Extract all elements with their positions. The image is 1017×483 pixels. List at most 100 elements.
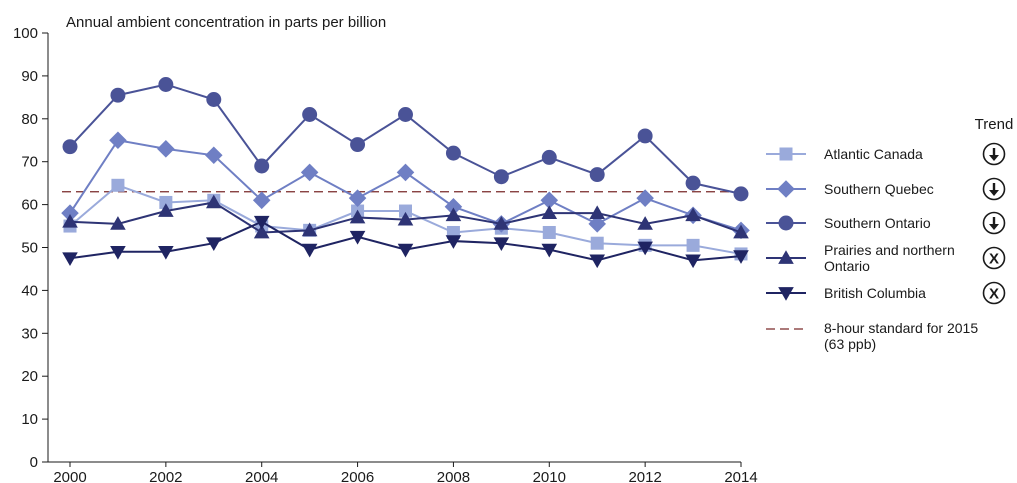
data-point xyxy=(637,216,653,230)
data-point xyxy=(733,250,749,264)
y-tick-label: 80 xyxy=(21,111,38,128)
data-point xyxy=(541,243,558,258)
y-tick-label: 70 xyxy=(21,154,38,171)
data-point xyxy=(301,243,318,258)
data-point xyxy=(206,92,222,107)
x-ticks: 2000 2002 2004 2006 2008 2010 2012 2014 xyxy=(53,462,758,483)
data-point xyxy=(62,252,78,267)
legend-label: Southern Quebec xyxy=(824,181,934,197)
data-point xyxy=(637,241,653,256)
x-tick-label: 2008 xyxy=(437,469,470,483)
x-tick-label: 2006 xyxy=(341,469,374,483)
data-point xyxy=(158,245,174,260)
data-point xyxy=(685,254,701,269)
data-point xyxy=(686,238,700,252)
legend-label: Ontario xyxy=(824,258,870,274)
data-point xyxy=(62,213,78,228)
data-point xyxy=(397,243,414,258)
data-point xyxy=(253,215,270,230)
trend-title: Trend xyxy=(975,116,1014,133)
data-point xyxy=(399,204,412,218)
data-point xyxy=(541,149,557,165)
y-tick-label: 100 xyxy=(13,25,38,42)
x-tick-label: 2004 xyxy=(245,469,278,483)
data-point xyxy=(445,145,461,161)
data-point xyxy=(302,107,318,122)
legend-item: Southern Quebec ↓ xyxy=(766,177,1006,201)
y-tick-label: 20 xyxy=(21,368,38,385)
data-point xyxy=(159,195,173,209)
data-point xyxy=(540,191,559,210)
series-prairies-and-northern-ontario xyxy=(62,194,749,239)
legend-label: (63 ppb) xyxy=(824,336,876,352)
data-point xyxy=(205,237,222,252)
data-point xyxy=(588,215,606,233)
legend-swatch-marker xyxy=(777,180,795,198)
data-point xyxy=(253,224,270,239)
x-tick-label: 2002 xyxy=(149,469,182,483)
legend-label: Atlantic Canada xyxy=(824,146,923,162)
data-point xyxy=(205,146,223,165)
data-point xyxy=(589,167,605,183)
data-point xyxy=(685,175,701,191)
legend-label: British Columbia xyxy=(824,285,926,301)
legend-label: 8-hour standard for 2015 xyxy=(824,320,978,336)
y-tick-label: 10 xyxy=(21,411,38,428)
legend-item: British Columbia X xyxy=(766,281,1006,305)
legend-label: Southern Ontario xyxy=(824,215,931,231)
data-point xyxy=(445,207,462,222)
legend-item-reference: 8-hour standard for 2015(63 ppb) xyxy=(766,320,978,352)
data-point xyxy=(111,178,125,192)
y-axis-label: Annual ambient concentration in parts pe… xyxy=(66,14,386,31)
data-point xyxy=(350,137,366,153)
y-tick-label: 0 xyxy=(30,454,38,471)
legend-label: Prairies and northern xyxy=(824,242,955,258)
data-point xyxy=(542,225,556,239)
data-point xyxy=(637,128,653,144)
series-southern-quebec xyxy=(61,131,750,240)
data-point xyxy=(301,222,318,237)
x-tick-label: 2014 xyxy=(724,469,757,483)
legend-item: Southern Ontario ↓ xyxy=(766,211,1006,235)
data-point xyxy=(541,205,558,220)
legend-swatch-marker xyxy=(778,287,794,301)
data-point xyxy=(254,158,270,174)
data-point xyxy=(348,189,367,207)
data-point xyxy=(493,237,510,252)
y-tick-label: 40 xyxy=(21,282,38,299)
legend-swatch-marker xyxy=(778,215,794,231)
data-point xyxy=(589,254,606,269)
trend-down-icon: ↓ xyxy=(982,177,1006,201)
data-point xyxy=(685,207,701,222)
series-group xyxy=(61,77,750,269)
legend-item: Atlantic Canada ↓ xyxy=(766,142,1006,166)
y-tick-label: 60 xyxy=(21,197,38,214)
legend: Trend Atlantic Canada↓Southern Quebec↓So… xyxy=(766,116,1013,352)
data-point xyxy=(157,140,175,158)
trend-symbol: X xyxy=(989,251,999,268)
data-point xyxy=(398,107,413,122)
y-tick-label: 30 xyxy=(21,325,38,342)
data-point xyxy=(300,163,319,182)
legend-swatch-marker xyxy=(779,147,793,161)
data-point xyxy=(110,245,126,260)
x-tick-label: 2012 xyxy=(628,469,661,483)
data-point xyxy=(733,224,749,239)
trend-no-change-icon: X xyxy=(982,246,1006,270)
data-point xyxy=(62,139,78,155)
y-ticks: 0 10 20 30 40 50 60 70 80 90 100 xyxy=(13,25,48,471)
data-point xyxy=(445,235,462,249)
series-southern-ontario xyxy=(62,77,749,202)
data-point xyxy=(590,236,604,250)
y-tick-label: 90 xyxy=(21,68,38,85)
trend-no-change-icon: X xyxy=(982,281,1006,305)
trend-down-icon: ↓ xyxy=(982,142,1006,166)
series-british-columbia xyxy=(62,215,749,269)
data-point xyxy=(397,211,414,226)
data-point xyxy=(733,186,749,202)
data-point xyxy=(636,189,654,207)
data-point xyxy=(444,197,463,216)
